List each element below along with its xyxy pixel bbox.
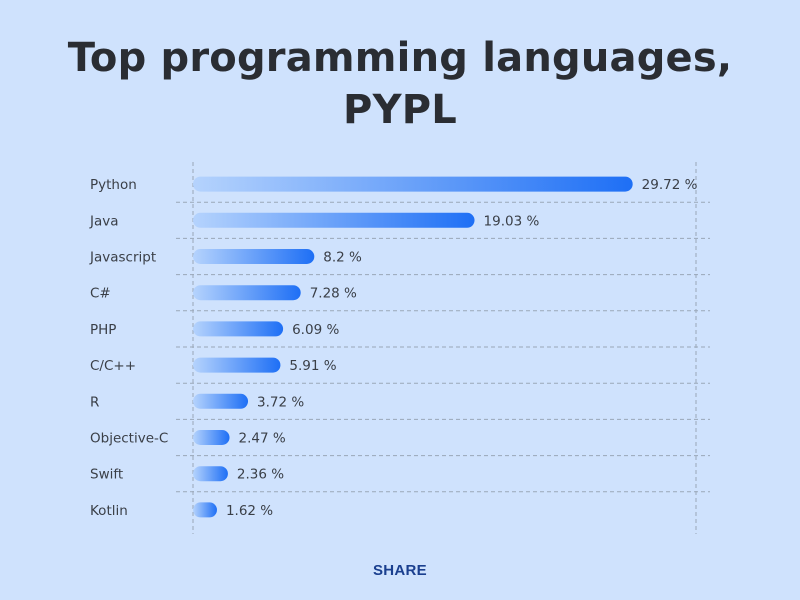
category-label: Javascript: [89, 250, 156, 266]
category-label: Kotlin: [90, 503, 128, 519]
bar: [193, 321, 284, 337]
bar: [193, 466, 228, 482]
bar-chart: Python 29.72 % Java 19.03 % Javascript 8.2 % C…: [0, 150, 800, 550]
value-label: 7.28 %: [310, 286, 357, 302]
value-label: 19.03 %: [484, 213, 540, 229]
value-label: 29.72 %: [642, 177, 698, 193]
category-label: C/C++: [90, 358, 136, 374]
category-label: Python: [90, 177, 137, 193]
value-label: 2.47 %: [239, 431, 286, 447]
value-label: 2.36 %: [237, 467, 284, 483]
bar: [193, 357, 281, 373]
chart-title-line-2: PYPL: [343, 87, 457, 133]
bar: [193, 502, 217, 518]
bar: [193, 176, 633, 192]
bar: [193, 212, 475, 228]
bar: [193, 393, 249, 409]
value-label: 1.62 %: [226, 503, 273, 519]
label-layer: Python 29.72 % Java 19.03 % Javascript 8.2 % C…: [89, 177, 698, 519]
chart-title: Top programming languages, PYPL: [0, 32, 800, 136]
bar-layer: [193, 176, 633, 518]
value-label: 8.2 %: [323, 250, 362, 266]
category-label: C#: [90, 286, 111, 302]
value-label: 6.09 %: [292, 322, 339, 338]
category-label: R: [90, 394, 99, 410]
chart-title-line-1: Top programming languages,: [67, 35, 733, 81]
bar: [193, 249, 315, 264]
share-link-container: SHARE: [0, 562, 800, 579]
category-label: PHP: [90, 322, 116, 338]
share-button[interactable]: SHARE: [372, 562, 427, 579]
bar: [193, 285, 301, 301]
value-label: 5.91 %: [289, 358, 336, 374]
bar: [193, 430, 230, 445]
category-label: Java: [89, 213, 119, 229]
value-label: 3.72 %: [257, 394, 304, 410]
category-label: Swift: [90, 467, 123, 483]
category-label: Objective-C: [90, 431, 168, 447]
grid-layer: [176, 162, 710, 534]
bar-chart-svg: Python 29.72 % Java 19.03 % Javascript 8.2 % C…: [89, 162, 710, 534]
